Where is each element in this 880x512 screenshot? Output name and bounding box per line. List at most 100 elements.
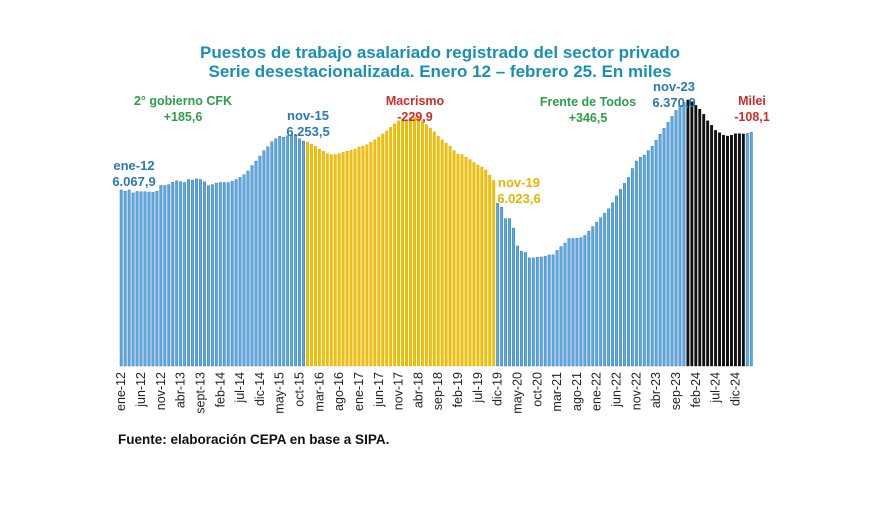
bar: [147, 191, 151, 367]
x-tick-label: ago-21: [570, 372, 584, 411]
bar: [737, 133, 741, 367]
bar: [484, 169, 488, 367]
bar: [575, 238, 579, 367]
bar: [531, 257, 535, 367]
bar: [385, 130, 389, 367]
bar: [730, 134, 733, 367]
bar: [405, 119, 408, 367]
bar: [365, 144, 369, 367]
bar: [187, 179, 191, 367]
x-tick-label: abr-23: [649, 372, 663, 408]
bar: [206, 185, 210, 367]
bar: [310, 143, 313, 367]
bar: [218, 182, 222, 367]
bar: [436, 136, 440, 367]
period-name: 2° gobierno CFK: [133, 94, 233, 108]
bar: [722, 134, 725, 367]
x-tick-label: mar-21: [550, 372, 564, 412]
bar: [135, 191, 139, 367]
value-annotation-nov-19: nov-19 6.023,6: [488, 175, 550, 207]
x-tick-label: feb-19: [451, 372, 465, 407]
bar: [321, 151, 325, 367]
x-tick-label: abr-18: [411, 372, 425, 408]
bar: [595, 221, 599, 367]
bar: [278, 136, 282, 367]
bar: [357, 146, 361, 367]
x-tick-label: ene-22: [590, 372, 604, 411]
x-tick-label: oct-15: [293, 372, 307, 407]
bar: [718, 132, 722, 367]
bar: [634, 160, 638, 367]
bar: [123, 190, 127, 367]
bar: [286, 135, 290, 367]
bar: [139, 191, 143, 367]
bar: [440, 139, 444, 367]
x-tick-label: ene-17: [352, 372, 366, 411]
bar: [543, 255, 547, 367]
bar: [163, 185, 167, 367]
period-annotation-cfk: 2° gobierno CFK +185,6: [128, 93, 238, 125]
bar: [409, 117, 412, 367]
x-tick-label: jul-14: [233, 372, 247, 404]
bar: [290, 135, 294, 367]
x-tick-label: mar-16: [312, 372, 326, 412]
bar: [710, 125, 714, 367]
bar: [523, 252, 527, 367]
bar: [674, 110, 678, 367]
bar: [535, 257, 539, 367]
bar: [155, 190, 159, 367]
bar: [678, 105, 682, 367]
period-name: Frente de Todos: [539, 95, 637, 109]
bar: [650, 145, 654, 367]
bar: [563, 242, 567, 367]
annotation-value: 6.370,0: [652, 95, 696, 110]
bar: [654, 140, 658, 367]
x-tick-label: ago-16: [332, 372, 346, 411]
bar: [341, 151, 345, 367]
annotation-value: 6.067,9: [112, 174, 156, 189]
bar: [460, 154, 464, 367]
bar: [464, 156, 468, 367]
x-tick-label: dic-14: [253, 372, 267, 406]
bar: [615, 195, 618, 367]
bar: [607, 208, 611, 367]
bar: [646, 150, 650, 367]
bar: [444, 142, 448, 367]
x-tick-label: oct-20: [530, 372, 544, 407]
bar: [294, 134, 298, 367]
x-tick-label: nov-17: [392, 372, 406, 410]
value-annotation-nov-23: nov-23 6.370,0: [643, 79, 705, 111]
bar: [733, 133, 737, 367]
period-annotation-milei: Milei -108,1: [722, 93, 782, 125]
bar: [686, 99, 690, 367]
bar: [266, 146, 270, 367]
bar: [630, 168, 634, 367]
x-tick-label: jul-24: [709, 372, 723, 404]
bar: [690, 101, 694, 367]
bar: [302, 140, 305, 367]
bar: [547, 254, 551, 367]
bar: [369, 142, 373, 367]
bar: [591, 226, 595, 367]
x-tick-label: dic-19: [491, 372, 505, 406]
bar: [611, 202, 615, 367]
period-change: +185,6: [163, 110, 203, 124]
bar: [262, 150, 266, 367]
bar: [377, 136, 381, 367]
bar: [488, 174, 492, 367]
bar: [317, 148, 321, 367]
bar: [393, 123, 397, 367]
bar: [306, 142, 309, 367]
bar: [222, 182, 226, 367]
bar: [282, 137, 286, 367]
bar: [119, 189, 123, 367]
x-tick-label: ene-12: [114, 372, 128, 411]
bar: [230, 181, 234, 367]
period-change: +346,5: [568, 111, 608, 125]
annotation-label: nov-19: [498, 175, 540, 190]
bar: [670, 116, 674, 367]
bar: [361, 145, 365, 367]
bar: [175, 180, 179, 367]
bar: [246, 170, 250, 367]
